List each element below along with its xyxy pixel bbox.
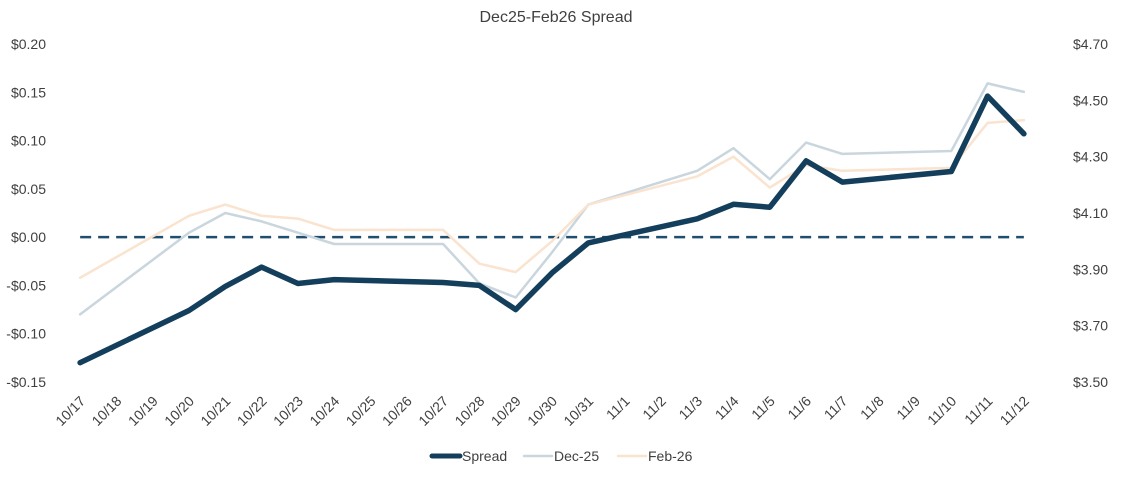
right-axis-tick-label: $4.70	[1073, 36, 1108, 52]
right-axis-tick-label: $3.50	[1073, 374, 1108, 390]
x-axis-tick-label: 10/29	[488, 393, 524, 429]
series-lines	[77, 82, 1027, 366]
left-axis-tick-label: $0.00	[11, 229, 46, 245]
x-axis-tick-label: 11/7	[821, 393, 851, 423]
x-axis-tick-label: 11/1	[603, 393, 633, 423]
x-axis-tick-label: 11/6	[784, 393, 814, 423]
x-axis-tick-label: 11/11	[961, 393, 996, 428]
left-axis-tick-label: $0.15	[11, 84, 46, 100]
left-axis-tick-label: -$0.10	[6, 326, 46, 342]
x-axis-tick-label: 10/31	[560, 393, 596, 429]
x-axis-tick-label: 11/3	[675, 393, 705, 423]
x-axis-tick-label: 11/8	[857, 393, 887, 423]
x-axis-tick-label: 10/21	[197, 393, 233, 429]
x-axis-tick-label: 11/9	[893, 393, 923, 423]
right-axis-tick-label: $4.30	[1073, 149, 1108, 165]
right-axis-ticks: $4.70 $4.50 $4.30 $4.10 $3.90 $3.70 $3.50	[1073, 36, 1108, 390]
series-line-dec-25	[78, 82, 1026, 316]
x-axis-tick-label: 11/4	[712, 393, 742, 423]
x-axis-tick-label: 10/17	[52, 393, 88, 429]
x-axis-tick-label: 10/20	[161, 393, 197, 429]
legend: Spread Dec-25 Feb-26	[429, 448, 693, 464]
x-axis-ticks: 10/17 10/18 10/19 10/20 10/21 10/22 10/23 10/24…	[52, 393, 1032, 429]
x-axis-tick-label: 10/22	[234, 393, 270, 429]
legend-label-spread: Spread	[462, 448, 507, 464]
chart-title: Dec25-Feb26 Spread	[480, 9, 633, 26]
right-axis-tick-label: $4.50	[1073, 92, 1108, 108]
legend-label-feb-26: Feb-26	[648, 448, 693, 464]
series-line-spread	[77, 93, 1027, 366]
x-axis-tick-label: 10/27	[415, 393, 451, 429]
x-axis-tick-label: 11/5	[748, 393, 778, 423]
x-axis-tick-label: 11/10	[924, 393, 960, 429]
left-axis-tick-label: $0.20	[11, 36, 46, 52]
left-axis-tick-label: -$0.05	[6, 277, 46, 293]
x-axis-tick-label: 10/25	[343, 393, 379, 429]
x-axis-tick-label: 10/24	[306, 393, 342, 429]
right-axis-tick-label: $4.10	[1073, 205, 1108, 221]
right-axis-tick-label: $3.70	[1073, 318, 1108, 334]
x-axis-tick-label: 10/26	[379, 393, 415, 429]
series-line-feb-26	[78, 118, 1026, 280]
left-axis-tick-label: $0.10	[11, 133, 46, 149]
x-axis-tick-label: 10/18	[88, 393, 124, 429]
x-axis-tick-label: 10/30	[524, 393, 560, 429]
left-axis-tick-label: -$0.15	[6, 374, 46, 390]
right-axis-tick-label: $3.90	[1073, 261, 1108, 277]
left-axis-tick-label: $0.05	[11, 181, 46, 197]
x-axis-tick-label: 10/19	[125, 393, 161, 429]
x-axis-tick-label: 11/2	[639, 393, 669, 423]
legend-label-dec-25: Dec-25	[554, 448, 599, 464]
x-axis-tick-label: 10/28	[451, 393, 487, 429]
x-axis-tick-label: 11/12	[997, 393, 1033, 429]
x-axis-tick-label: 10/23	[270, 393, 306, 429]
left-axis-ticks: $0.20 $0.15 $0.10 $0.05 $0.00 -$0.05 -$0.10 -$0…	[6, 36, 46, 390]
